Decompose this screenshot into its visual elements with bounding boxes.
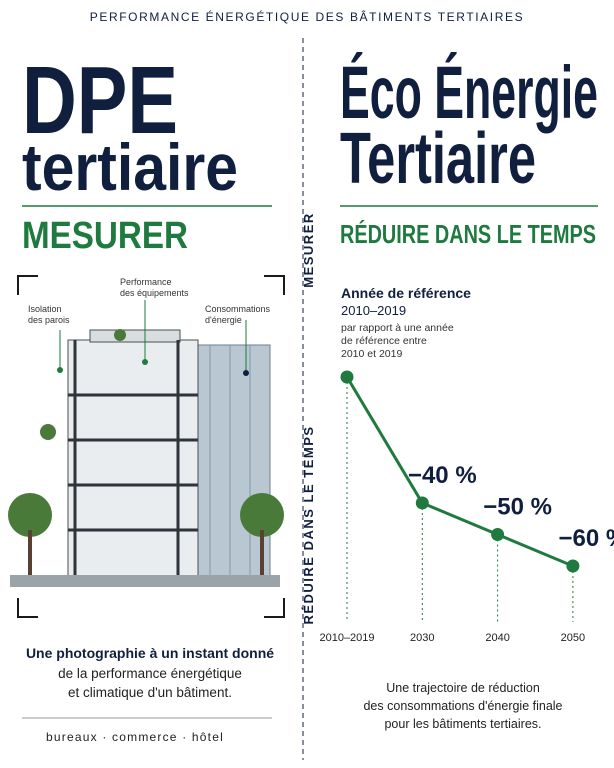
- value-label: −60 %: [559, 525, 614, 552]
- building: [8, 300, 284, 587]
- left-footer: bureaux · commerce · hôtel: [46, 730, 224, 744]
- x-tick-label: 2050: [561, 632, 585, 644]
- right-caption: des consommations d'énergie finale: [363, 699, 562, 713]
- building-label: Consommations d'énergie: [205, 304, 271, 325]
- right-title: Tertiaire: [340, 119, 536, 199]
- value-label: −40 %: [408, 462, 477, 489]
- point: [340, 370, 354, 384]
- building-illustration: [17, 275, 285, 618]
- right-section: RÉDUIRE DANS LE TEMPS: [340, 219, 596, 249]
- left-title: DPE: [22, 47, 178, 154]
- point: [491, 528, 505, 541]
- building-label: Isolation des parois: [28, 304, 70, 325]
- left-caption: de la performance énergétique: [58, 666, 242, 681]
- x-tick-label: 2040: [485, 632, 509, 644]
- reference-note: par rapport à une année: [341, 322, 454, 334]
- reference-note: de référence entre: [341, 335, 427, 347]
- header-title: PERFORMANCE ÉNERGÉTIQUE DES BÂTIMENTS TE…: [90, 9, 524, 24]
- reference-title: Année de référence: [341, 285, 471, 301]
- right-caption: Une trajectoire de réduction: [386, 681, 540, 695]
- divider-label: RÉDUIRE DANS LE TEMPS: [301, 425, 316, 624]
- right-caption: pour les bâtiments tertiaires.: [384, 717, 541, 731]
- reference-period: 2010–2019: [341, 303, 406, 318]
- point: [566, 559, 580, 573]
- divider-label: MESURER: [301, 212, 316, 288]
- left-caption: Une photographie à un instant donné: [26, 645, 274, 661]
- value-label: −50 %: [483, 494, 552, 521]
- left-title: tertiaire: [22, 130, 238, 204]
- left-caption: et climatique d'un bâtiment.: [68, 685, 232, 700]
- reference-note: 2010 et 2019: [341, 348, 402, 360]
- right-title: Éco Énergie: [340, 51, 598, 134]
- trend-line: [345, 376, 574, 568]
- point: [415, 496, 429, 510]
- left-section: MESURER: [22, 215, 188, 257]
- building-label: Performance des équipements: [120, 277, 189, 298]
- x-tick-label: 2010–2019: [319, 632, 374, 644]
- x-tick-label: 2030: [410, 632, 434, 644]
